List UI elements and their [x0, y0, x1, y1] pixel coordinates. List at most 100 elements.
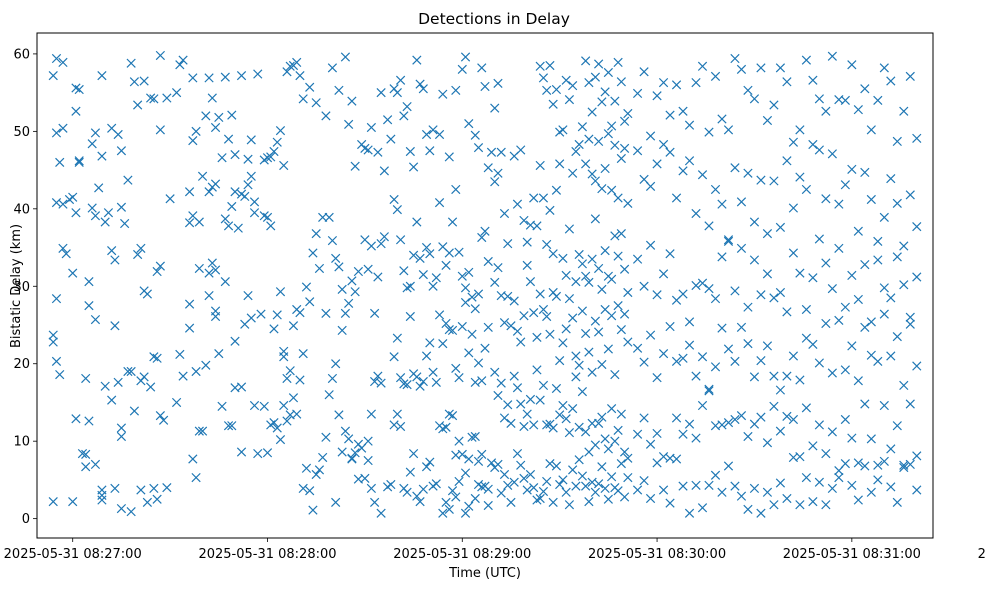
data-point — [392, 333, 402, 343]
data-point — [590, 316, 601, 326]
data-point — [418, 270, 428, 280]
data-point — [51, 294, 62, 304]
data-point — [262, 448, 273, 458]
data-point — [684, 156, 695, 166]
data-point — [499, 413, 510, 423]
data-point — [736, 243, 747, 253]
data-point — [311, 228, 321, 239]
data-point — [639, 413, 649, 423]
data-point — [619, 309, 630, 319]
data-point — [782, 77, 792, 87]
data-point — [632, 485, 643, 495]
data-point — [769, 401, 779, 411]
data-point — [542, 311, 552, 322]
data-point — [600, 483, 610, 494]
data-point — [305, 486, 315, 496]
data-point — [184, 299, 195, 309]
data-point — [597, 462, 607, 472]
data-point — [645, 330, 656, 340]
data-point — [639, 281, 649, 291]
data-point — [912, 361, 922, 371]
y-tick-label: 40 — [13, 202, 30, 217]
data-point — [782, 307, 792, 317]
data-point — [853, 376, 863, 386]
data-point — [834, 472, 844, 483]
data-point — [71, 208, 81, 218]
data-point — [272, 137, 282, 147]
data-point — [451, 363, 461, 374]
data-point — [912, 222, 922, 232]
x-axis-ticks: 2025-05-31 08:27:00 2025-05-31 08:28:00 20… — [4, 538, 986, 562]
y-tick-label: 30 — [13, 280, 30, 295]
data-point — [421, 242, 432, 253]
data-point — [162, 93, 172, 103]
data-point — [58, 123, 68, 133]
data-point — [561, 487, 571, 497]
data-point — [441, 497, 451, 507]
data-point — [97, 495, 107, 505]
data-point — [272, 423, 282, 433]
data-point — [74, 157, 84, 167]
data-point — [782, 156, 792, 166]
data-point — [665, 498, 675, 508]
data-point — [129, 406, 140, 416]
data-point — [730, 356, 740, 367]
data-point — [204, 187, 214, 197]
data-point — [821, 448, 831, 459]
data-point — [519, 473, 529, 483]
data-point — [516, 399, 526, 409]
x-tick-label: 2025-05-31 08:30:00 — [588, 547, 726, 562]
data-point — [68, 192, 78, 202]
data-point — [658, 77, 669, 88]
data-point — [704, 386, 714, 396]
data-point — [74, 156, 84, 166]
data-point — [74, 84, 84, 95]
data-point — [454, 436, 464, 446]
data-point — [548, 249, 558, 259]
data-point — [444, 504, 454, 514]
data-point — [301, 282, 312, 292]
data-point — [736, 64, 747, 75]
data-point — [402, 101, 412, 112]
data-point — [873, 255, 883, 265]
data-point — [697, 61, 708, 71]
data-point — [840, 459, 850, 469]
data-point — [860, 399, 870, 409]
data-point — [136, 243, 146, 253]
data-point — [616, 459, 626, 469]
data-point — [344, 119, 354, 130]
data-point — [860, 259, 870, 270]
data-point — [814, 94, 825, 104]
data-point — [597, 359, 607, 370]
data-point — [736, 197, 747, 207]
data-point — [223, 134, 234, 144]
data-point — [408, 250, 419, 260]
data-point — [369, 308, 380, 319]
data-point — [606, 472, 617, 482]
data-point — [860, 461, 870, 471]
data-point — [684, 120, 695, 130]
data-point — [762, 438, 773, 448]
data-point — [542, 85, 552, 95]
data-point — [581, 427, 591, 437]
data-point — [610, 231, 620, 241]
data-point — [574, 249, 584, 260]
data-point — [324, 212, 334, 222]
data-point — [421, 351, 432, 361]
data-point — [532, 332, 542, 343]
data-point — [389, 352, 399, 362]
data-point — [126, 507, 136, 517]
data-point — [564, 94, 575, 105]
data-point — [710, 362, 721, 372]
data-point — [58, 57, 68, 68]
data-point — [318, 452, 328, 463]
data-point — [522, 237, 532, 247]
data-point — [652, 458, 662, 468]
data-point — [81, 373, 91, 384]
data-point — [610, 140, 620, 150]
data-point — [512, 448, 523, 459]
data-point — [473, 456, 484, 466]
data-point — [68, 268, 78, 278]
data-point — [795, 172, 805, 182]
data-point — [775, 287, 786, 298]
